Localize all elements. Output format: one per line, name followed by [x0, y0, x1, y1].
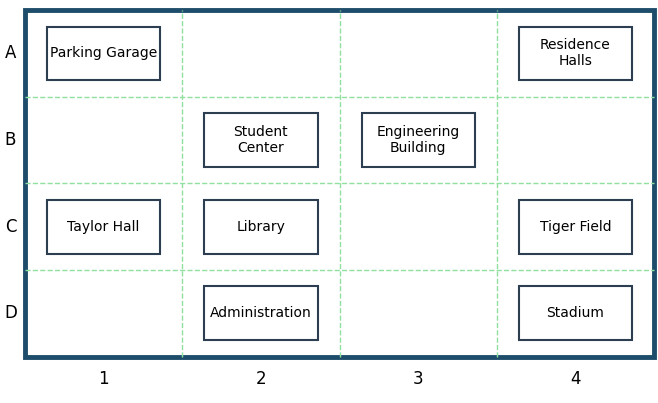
- Text: 2: 2: [255, 370, 266, 388]
- Bar: [519, 287, 632, 340]
- Text: Library: Library: [236, 220, 286, 234]
- Text: Engineering
Building: Engineering Building: [376, 125, 460, 155]
- Bar: [47, 27, 161, 80]
- Bar: [204, 287, 318, 340]
- Bar: [519, 27, 632, 80]
- Text: Residence
Halls: Residence Halls: [540, 38, 611, 69]
- Bar: [204, 200, 318, 253]
- Text: Parking Garage: Parking Garage: [50, 46, 157, 60]
- Text: B: B: [5, 131, 16, 149]
- Text: C: C: [5, 218, 16, 236]
- Text: A: A: [5, 44, 16, 62]
- Text: D: D: [4, 304, 17, 322]
- Text: Administration: Administration: [210, 306, 312, 320]
- Bar: [47, 200, 161, 253]
- Text: 3: 3: [413, 370, 424, 388]
- Bar: [361, 113, 475, 167]
- Text: Taylor Hall: Taylor Hall: [68, 220, 139, 234]
- Text: 1: 1: [98, 370, 109, 388]
- Text: Student
Center: Student Center: [234, 125, 288, 155]
- Bar: [204, 113, 318, 167]
- Text: Stadium: Stadium: [547, 306, 604, 320]
- Text: 4: 4: [570, 370, 580, 388]
- Bar: [519, 200, 632, 253]
- Text: Tiger Field: Tiger Field: [540, 220, 611, 234]
- Bar: [25, 10, 654, 357]
